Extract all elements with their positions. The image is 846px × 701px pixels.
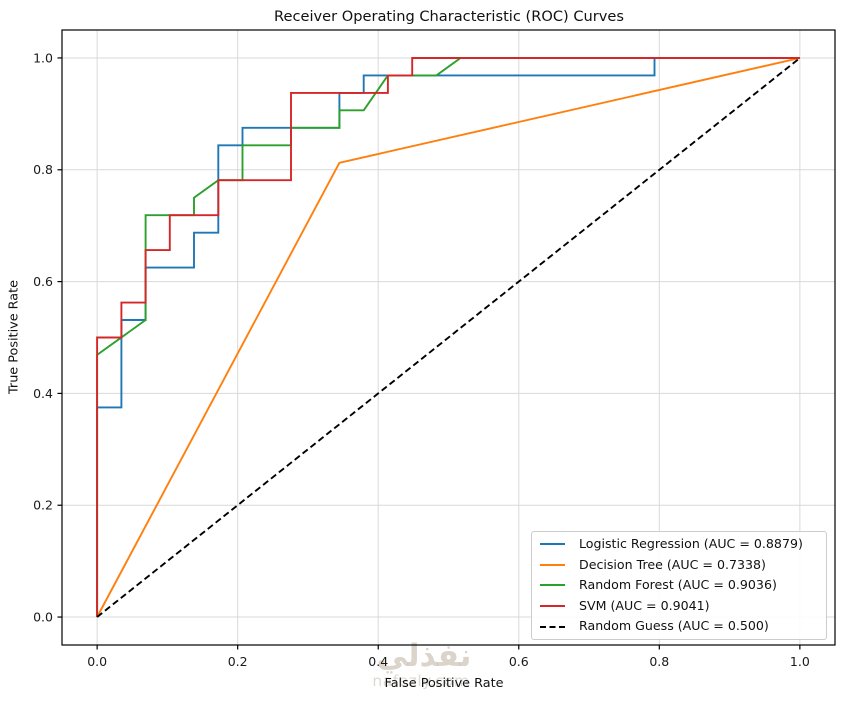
legend-label: Random Forest (AUC = 0.9036) bbox=[579, 577, 777, 593]
legend-item: Random Forest (AUC = 0.9036) bbox=[532, 575, 826, 596]
roc-curve bbox=[96, 57, 801, 618]
plot-frame bbox=[61, 29, 836, 646]
legend-line-sample bbox=[540, 584, 565, 587]
y-tick-label: 0.6 bbox=[33, 274, 53, 289]
legend-label: Decision Tree (AUC = 0.7338) bbox=[579, 556, 766, 572]
legend: Logistic Regression (AUC = 0.8879) Decisi… bbox=[531, 531, 827, 640]
x-axis-label: False Positive Rate bbox=[384, 676, 504, 691]
legend-item: Decision Tree (AUC = 0.7338) bbox=[532, 555, 826, 576]
legend-line-sample bbox=[540, 543, 565, 546]
x-tick-label: 0.6 bbox=[509, 654, 529, 669]
legend-label: Random Guess (AUC = 0.500) bbox=[579, 618, 769, 634]
legend-item: Logistic Regression (AUC = 0.8879) bbox=[532, 534, 826, 555]
roc-curve bbox=[96, 57, 801, 618]
y-tick-label: 1.0 bbox=[33, 50, 53, 65]
legend-line-sample bbox=[540, 563, 565, 566]
chart-title: Receiver Operating Characteristic (ROC) … bbox=[273, 8, 625, 25]
y-tick-label: 0.0 bbox=[33, 609, 53, 624]
y-axis-label: True Positive Rate bbox=[6, 280, 22, 394]
x-tick-label: 0.4 bbox=[368, 654, 388, 669]
legend-item: Random Guess (AUC = 0.500) bbox=[532, 616, 826, 637]
watermark-domain: nafezly.com bbox=[372, 672, 470, 690]
x-tick-label: 1.0 bbox=[790, 654, 810, 669]
y-tick-label: 0.8 bbox=[33, 162, 53, 177]
x-tick-label: 0.0 bbox=[87, 654, 107, 669]
legend-item: SVM (AUC = 0.9041) bbox=[532, 596, 826, 617]
legend-dashed-line-sample bbox=[540, 625, 565, 628]
x-tick-label: 0.2 bbox=[228, 654, 248, 669]
roc-curve bbox=[96, 57, 800, 617]
watermark-arabic-logo: نفذلي bbox=[376, 638, 472, 674]
legend-line-sample bbox=[540, 605, 565, 608]
y-tick-label: 0.2 bbox=[33, 498, 53, 513]
y-tick-label: 0.4 bbox=[33, 386, 53, 401]
legend-label: SVM (AUC = 0.9041) bbox=[579, 597, 710, 613]
x-tick-label: 0.8 bbox=[649, 654, 669, 669]
legend-label: Logistic Regression (AUC = 0.8879) bbox=[579, 536, 803, 551]
